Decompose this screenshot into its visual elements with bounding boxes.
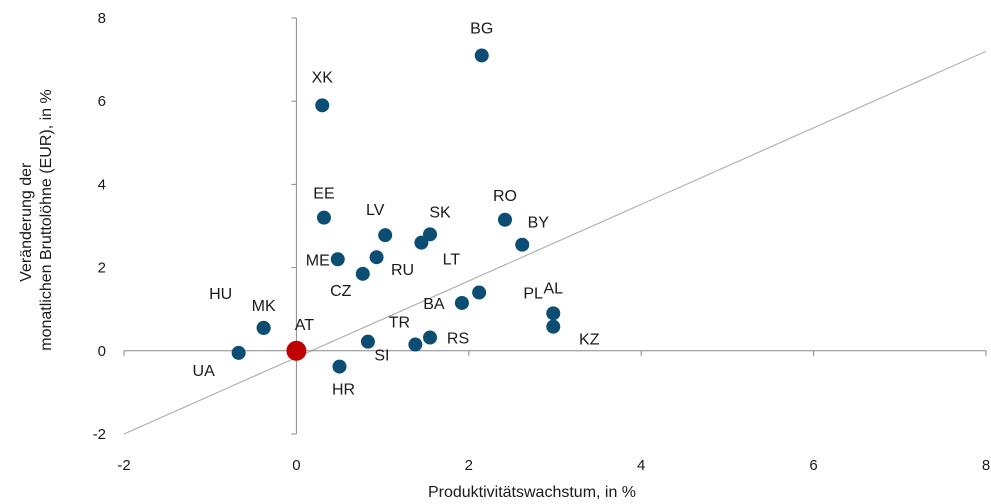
point-label-ba: BA [423,296,445,313]
data-point-ba [454,295,469,310]
data-point-cz [355,266,370,281]
point-label-bg: BG [470,20,493,37]
data-point-lv [378,228,393,243]
y-tick-label: 6 [98,93,106,110]
y-axis-title: Veränderung der monatlichen Bruttolöhne … [18,89,55,350]
data-point-kz [546,319,561,334]
data-point-bg [474,48,489,63]
data-point-ru [369,250,384,265]
point-label-hr: HR [332,382,355,399]
data-point-mk [256,320,271,335]
data-point-al [546,306,561,321]
point-label-ro: RO [493,188,517,205]
x-tick-label: 8 [982,457,990,474]
data-point-by [515,237,530,252]
x-tick-label: 0 [292,457,300,474]
point-label-rs: RS [447,330,469,347]
data-point-ua [231,345,246,360]
diagonal-reference-line [123,50,987,435]
data-point-si [360,334,375,349]
data-point-sk [423,227,438,242]
data-point-ro [498,212,513,227]
data-point-rs [423,330,438,345]
point-label-lt: LT [443,252,461,269]
y-tick-label: 2 [98,260,106,277]
y-tick-label: -2 [93,426,106,443]
point-label-ua: UA [193,363,216,380]
point-label-me: ME [306,252,330,269]
point-label-hu: HU [209,286,232,303]
data-point-me [330,252,345,267]
point-label-xk: XK [312,69,334,86]
x-tick-label: 2 [465,457,473,474]
highlight-point-at [286,340,307,361]
point-label-at: AT [295,317,314,334]
point-label-al: AL [543,280,563,297]
point-label-by: BY [528,215,550,232]
diagonal-layer [123,50,987,435]
data-point-pl [472,285,487,300]
point-label-tr: TR [389,315,410,332]
y-tick-label: 0 [98,343,106,360]
x-tick-label: 4 [637,457,645,474]
data-point-ee [316,210,331,225]
x-tick-label: 6 [809,457,817,474]
point-label-si: SI [374,348,389,365]
y-tick-label: 4 [98,176,106,193]
point-layer: BG XK EE LV SK LT RO BY ME RU CZ BA PL AL KZ HU MK AT TR RS… [193,20,600,398]
y-axis-title-line-2: monatlichen Bruttolöhne (EUR), in % [38,89,55,350]
point-label-ru: RU [391,262,414,279]
point-label-ee: EE [313,186,334,203]
data-point-xk [315,98,330,113]
point-label-kz: KZ [579,332,600,349]
data-point-tr [408,337,423,352]
point-label-cz: CZ [330,283,352,300]
data-point-hr [332,359,347,374]
y-tick-label: 8 [98,10,106,27]
x-tick-label: -2 [117,457,130,474]
point-label-sk: SK [429,204,451,221]
point-label-pl: PL [523,286,543,303]
point-label-lv: LV [366,202,385,219]
point-label-mk: MK [252,298,276,315]
data-point-lt [414,235,429,250]
y-axis-title-line-1: Veränderung der [18,162,35,282]
axis-layer: -2 0 2 4 6 8 -2 0 2 4 6 8 [93,10,991,474]
x-axis-title: Produktivitätswachstum, in % [428,484,636,501]
